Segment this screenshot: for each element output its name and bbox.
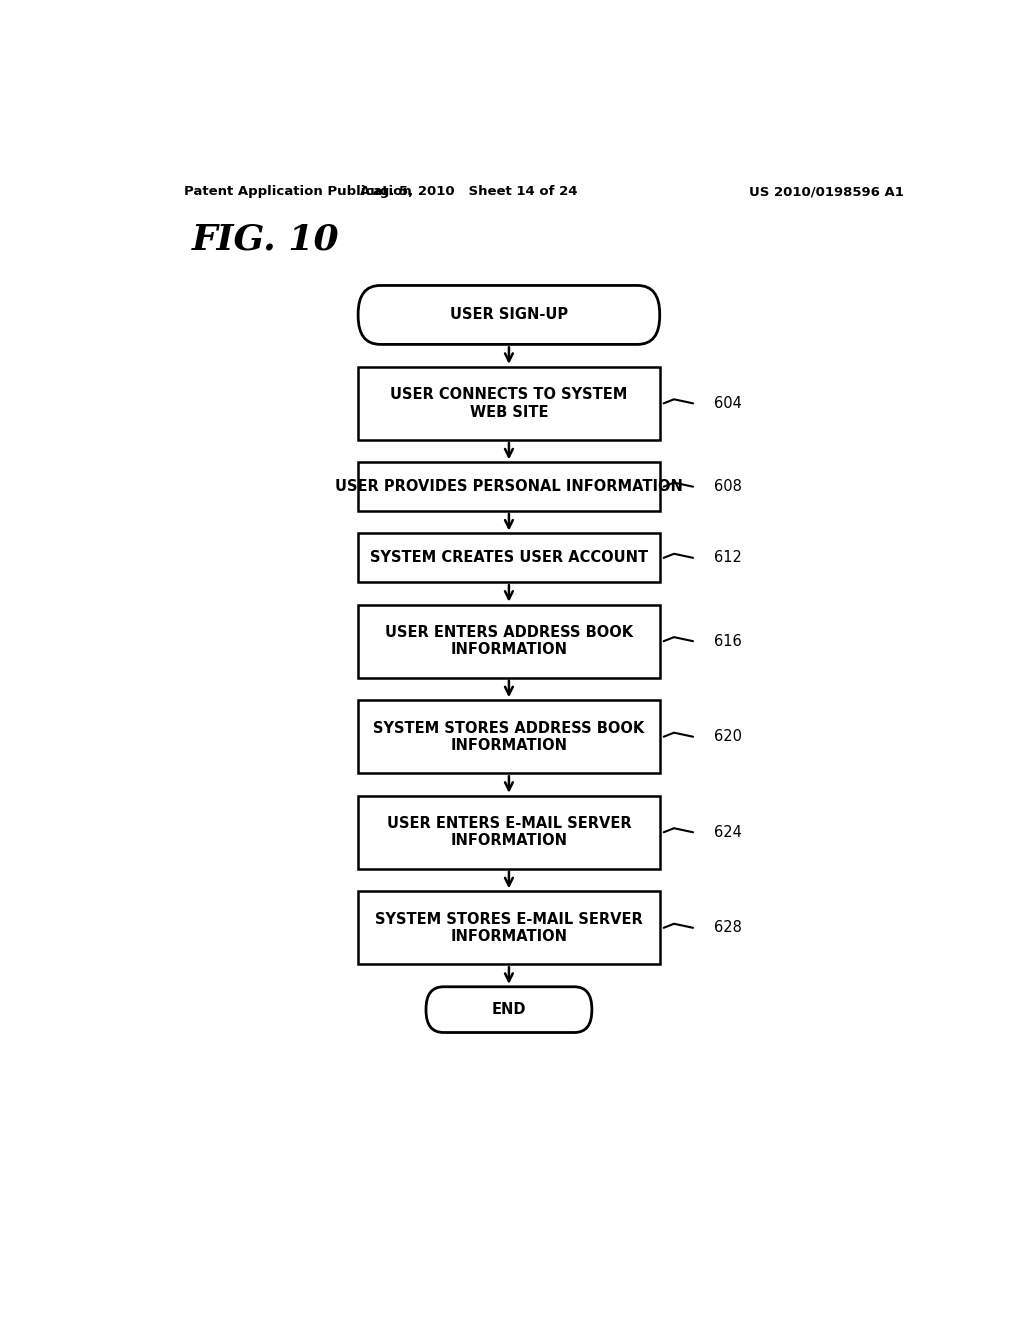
Text: FIG. 10: FIG. 10	[191, 223, 339, 256]
Text: 604: 604	[714, 396, 741, 411]
Text: USER ENTERS ADDRESS BOOK
INFORMATION: USER ENTERS ADDRESS BOOK INFORMATION	[385, 624, 633, 657]
Text: 608: 608	[714, 479, 741, 494]
FancyBboxPatch shape	[358, 462, 659, 511]
Text: SYSTEM CREATES USER ACCOUNT: SYSTEM CREATES USER ACCOUNT	[370, 550, 648, 565]
FancyBboxPatch shape	[358, 891, 659, 965]
FancyBboxPatch shape	[358, 796, 659, 869]
FancyBboxPatch shape	[358, 605, 659, 677]
FancyBboxPatch shape	[358, 367, 659, 440]
FancyBboxPatch shape	[358, 533, 659, 582]
Text: 616: 616	[714, 634, 741, 648]
Text: USER PROVIDES PERSONAL INFORMATION: USER PROVIDES PERSONAL INFORMATION	[335, 479, 683, 494]
Text: USER SIGN-UP: USER SIGN-UP	[450, 308, 568, 322]
Text: 612: 612	[714, 550, 741, 565]
FancyBboxPatch shape	[426, 987, 592, 1032]
Text: END: END	[492, 1002, 526, 1018]
Text: Aug. 5, 2010   Sheet 14 of 24: Aug. 5, 2010 Sheet 14 of 24	[360, 185, 578, 198]
Text: USER ENTERS E-MAIL SERVER
INFORMATION: USER ENTERS E-MAIL SERVER INFORMATION	[387, 816, 631, 849]
Text: US 2010/0198596 A1: US 2010/0198596 A1	[749, 185, 904, 198]
Text: 628: 628	[714, 920, 741, 936]
Text: SYSTEM STORES ADDRESS BOOK
INFORMATION: SYSTEM STORES ADDRESS BOOK INFORMATION	[374, 721, 644, 752]
Text: 620: 620	[714, 729, 741, 744]
Text: Patent Application Publication: Patent Application Publication	[183, 185, 412, 198]
Text: SYSTEM STORES E-MAIL SERVER
INFORMATION: SYSTEM STORES E-MAIL SERVER INFORMATION	[375, 912, 643, 944]
Text: USER CONNECTS TO SYSTEM
WEB SITE: USER CONNECTS TO SYSTEM WEB SITE	[390, 387, 628, 420]
FancyBboxPatch shape	[358, 285, 659, 345]
Text: 624: 624	[714, 825, 741, 840]
FancyBboxPatch shape	[358, 700, 659, 774]
